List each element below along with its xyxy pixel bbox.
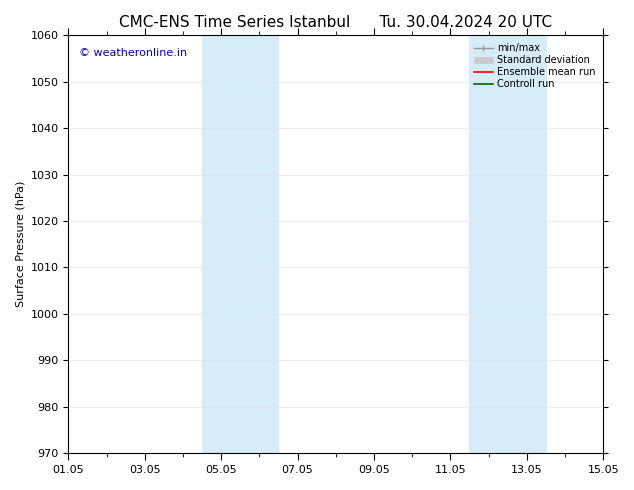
Bar [470,35,546,453]
Bar [202,35,278,453]
Text: © weatheronline.in: © weatheronline.in [79,48,187,58]
Y-axis label: Surface Pressure (hPa): Surface Pressure (hPa) [15,181,25,307]
Title: CMC-ENS Time Series Istanbul      Tu. 30.04.2024 20 UTC: CMC-ENS Time Series Istanbul Tu. 30.04.2… [119,15,552,30]
Legend: min/max, Standard deviation, Ensemble mean run, Controll run: min/max, Standard deviation, Ensemble me… [470,40,598,92]
